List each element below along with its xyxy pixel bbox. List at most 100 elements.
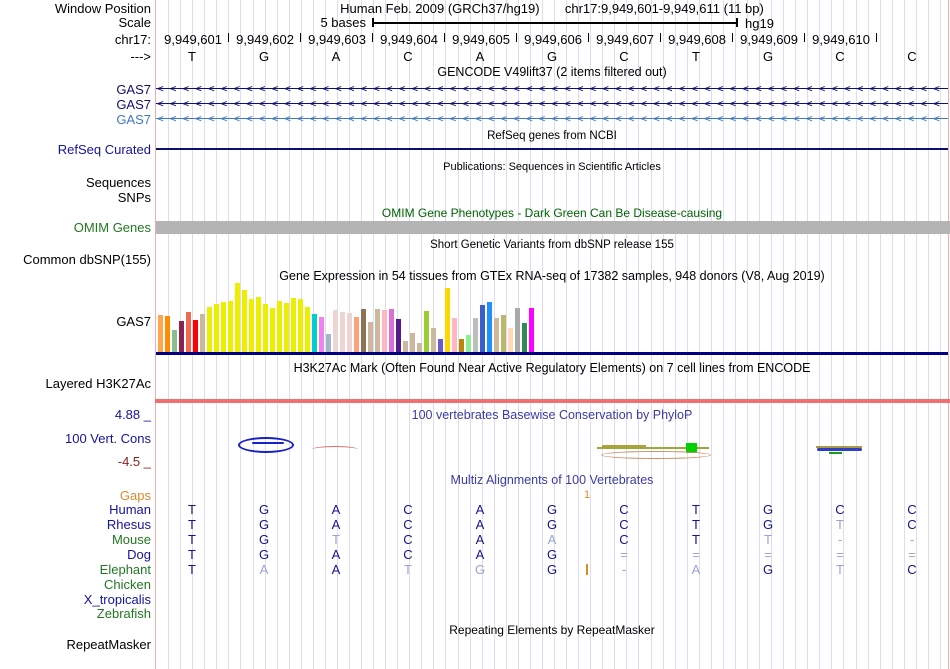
h3k27ac-signal-line[interactable] [155, 399, 950, 403]
alignment-base-elephant: T [188, 562, 196, 577]
left-boundary-guideline [155, 0, 156, 669]
phylop-wiggle-olive-1 [602, 445, 646, 447]
transcript-strand-arrows[interactable]: <<<<<<<<<<<<<<<<<<<<<<<<<<<<<<<<<<<<<<<<… [157, 97, 946, 110]
alignment-base-mouse: G [258, 532, 270, 547]
conservation-label[interactable]: 100 Vert. Cons [65, 431, 151, 446]
common-dbsnp-label[interactable]: Common dbSNP(155) [23, 252, 151, 267]
refseq-gene-line[interactable] [156, 148, 948, 150]
gtex-tissue-bar [207, 307, 212, 352]
alignment-base-dog: A [475, 547, 485, 562]
publications-sequences-label[interactable]: Sequences [85, 175, 151, 190]
transcript-strand-arrows[interactable]: <<<<<<<<<<<<<<<<<<<<<<<<<<<<<<<<<<<<<<<<… [157, 112, 946, 125]
alignment-base-mouse: T [764, 532, 772, 547]
gtex-tissue-bar [473, 318, 478, 352]
grid-line [650, 0, 652, 669]
grid-line [734, 0, 736, 669]
transcript-strand-arrows[interactable]: <<<<<<<<<<<<<<<<<<<<<<<<<<<<<<<<<<<<<<<<… [157, 82, 946, 95]
gtex-tissue-bar [214, 304, 219, 352]
grid-line [686, 0, 688, 669]
gencode-track-title[interactable]: GENCODE V49lift37 (2 items filtered out) [437, 65, 667, 79]
sequence-base: C [907, 49, 917, 64]
gtex-tissue-bar [424, 311, 429, 352]
multiz-species-xtropicalis[interactable]: X_tropicalis [83, 592, 151, 607]
alignment-base-rhesus: G [762, 517, 774, 532]
omim-genes-label[interactable]: OMIM Genes [73, 220, 151, 235]
gencode-transcript-label-3[interactable]: GAS7 [116, 112, 151, 127]
dbsnp-track-title[interactable]: Short Genetic Variants from dbSNP releas… [430, 239, 674, 251]
phylop-wiggle-loop [238, 437, 294, 453]
grid-line [771, 0, 773, 669]
multiz-species-zebrafish[interactable]: Zebrafish [96, 606, 151, 621]
conservation-track-title[interactable]: 100 vertebrates Basewise Conservation by… [411, 408, 693, 422]
phylop-wiggle-red [312, 446, 358, 453]
scale-value: 5 bases [320, 15, 366, 30]
gtex-tissue-bar [235, 283, 240, 352]
alignment-base-human: C [619, 502, 629, 517]
phylop-wiggle-green-box [686, 443, 697, 453]
refseq-track-title[interactable]: RefSeq genes from NCBI [487, 130, 617, 142]
gtex-gene-label[interactable]: GAS7 [116, 314, 151, 329]
alignment-base-elephant: G [546, 562, 558, 577]
refseq-curated-label[interactable]: RefSeq Curated [57, 142, 151, 157]
phylop-wiggle-olive-3 [816, 446, 862, 448]
grid-line [590, 0, 592, 669]
position-tick [516, 33, 517, 42]
gtex-tissue-bar [200, 314, 205, 352]
multiz-track-title[interactable]: Multiz Alignments of 100 Vertebrates [450, 473, 654, 487]
gtex-tissue-bar [165, 316, 170, 352]
alignment-base-mouse: T [188, 532, 196, 547]
gencode-transcript-label-1[interactable]: GAS7 [116, 82, 151, 97]
sequence-base: A [331, 49, 341, 64]
transcript-intron-line [156, 103, 948, 104]
grid-line [891, 0, 893, 669]
h3k27ac-track-title[interactable]: H3K27Ac Mark (Often Found Near Active Re… [293, 361, 811, 375]
gtex-tissue-bar [480, 305, 485, 352]
multiz-species-rhesus[interactable]: Rhesus [106, 517, 151, 532]
grid-line [843, 0, 845, 669]
multiz-species-mouse[interactable]: Mouse [111, 532, 151, 547]
alignment-base-mouse: - [909, 532, 915, 547]
multiz-species-elephant[interactable]: Elephant [99, 562, 151, 577]
position-tick [588, 33, 589, 42]
position-tick [372, 33, 373, 42]
gtex-tissue-bar [403, 341, 408, 352]
transcript-intron-line [156, 88, 948, 89]
gtex-tissue-bar [242, 290, 247, 352]
gtex-tissue-bar [522, 323, 527, 352]
grid-line [457, 0, 459, 669]
sequence-base: T [188, 49, 196, 64]
grid-line [602, 0, 604, 669]
publications-snps-label[interactable]: SNPs [117, 190, 151, 205]
position-tick [732, 33, 733, 42]
omim-gene-bar[interactable] [156, 221, 950, 234]
gtex-track-title[interactable]: Gene Expression in 54 tissues from GTEx … [279, 269, 825, 283]
multiz-species-dog[interactable]: Dog [127, 547, 151, 562]
layered-h3k27ac-label[interactable]: Layered H3K27Ac [45, 376, 151, 391]
gtex-tissue-bar [326, 334, 331, 352]
repeatmasker-track-title[interactable]: Repeating Elements by RepeatMasker [449, 623, 655, 637]
gtex-tissue-bar [172, 330, 177, 352]
phylop-wiggle-green-dash [829, 452, 842, 454]
phylop-wiggle-tan-ellipse [601, 451, 711, 459]
multiz-gaps-label[interactable]: Gaps [119, 488, 151, 503]
position-number: 9,949,604 [380, 32, 438, 47]
sequence-base: G [546, 49, 558, 64]
gencode-transcript-label-2[interactable]: GAS7 [116, 97, 151, 112]
chrom-label: chr17: [114, 32, 151, 47]
multiz-species-human[interactable]: Human [109, 502, 151, 517]
publications-track-title[interactable]: Publications: Sequences in Scientific Ar… [443, 161, 661, 173]
grid-line [915, 0, 917, 669]
multiz-species-chicken[interactable]: Chicken [104, 577, 151, 592]
gtex-tissue-bar [277, 301, 282, 352]
repeatmasker-label[interactable]: RepeatMasker [66, 637, 151, 652]
grid-line [541, 0, 543, 669]
gtex-tissue-bar [270, 308, 275, 352]
alignment-base-dog: G [546, 547, 558, 562]
sequence-base: G [258, 49, 270, 64]
gtex-tissue-bar [508, 328, 513, 352]
omim-track-title[interactable]: OMIM Gene Phenotypes - Dark Green Can Be… [381, 206, 723, 220]
grid-line [867, 0, 869, 669]
grid-line [939, 0, 941, 669]
gtex-baseline [156, 352, 948, 355]
alignment-base-elephant: A [331, 562, 341, 577]
